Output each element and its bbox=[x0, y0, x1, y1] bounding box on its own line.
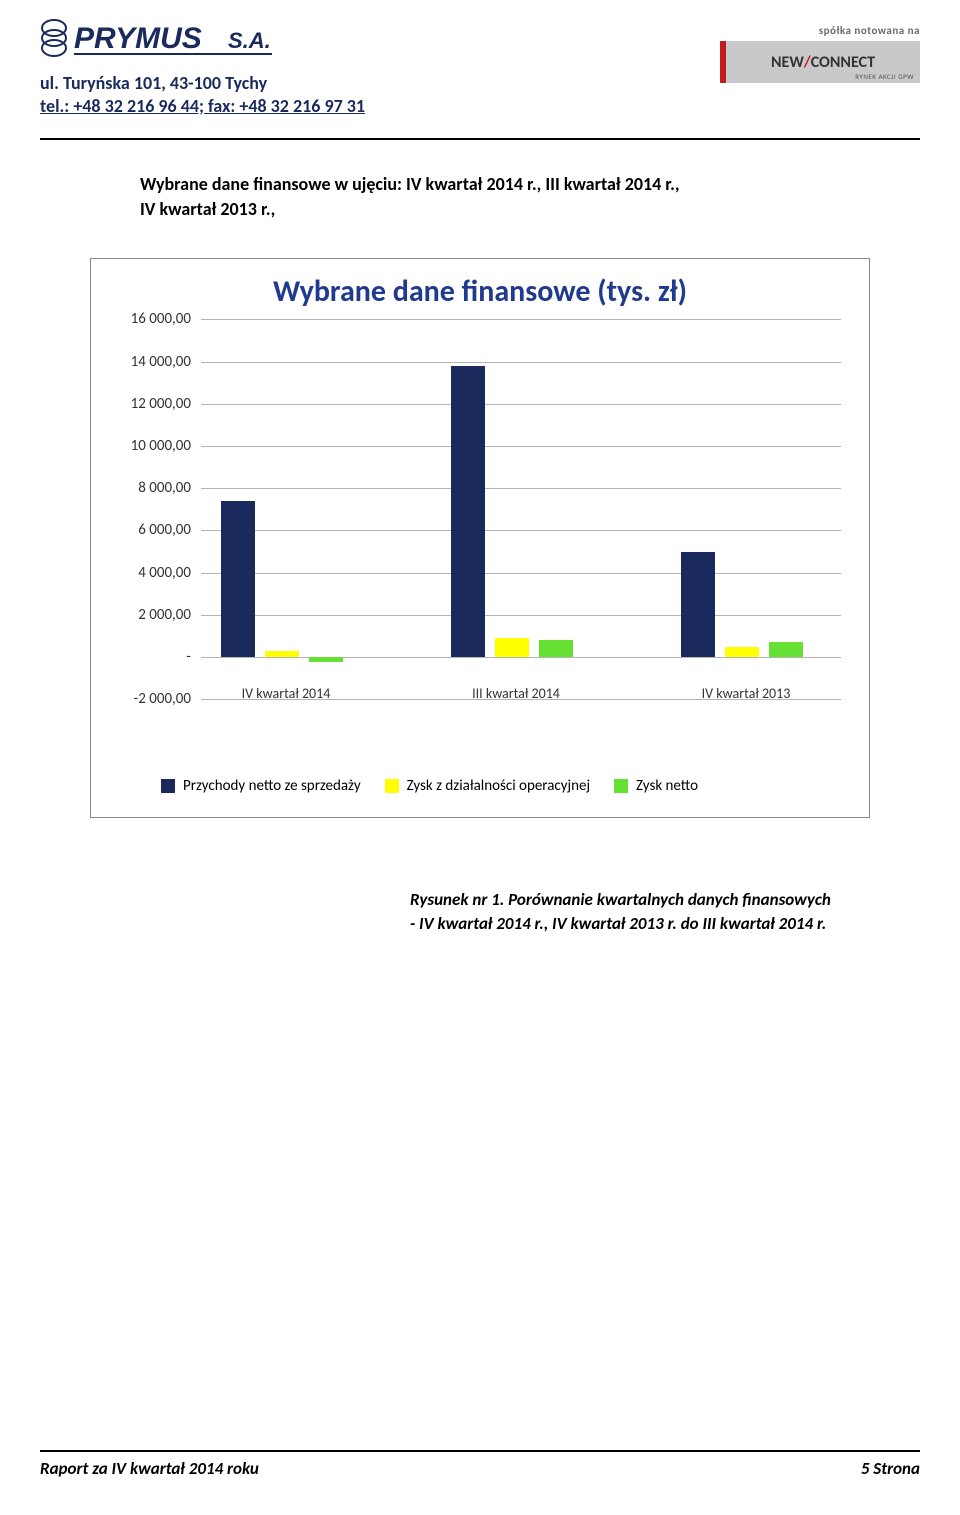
logo-company-name: PRYMUS bbox=[74, 22, 202, 55]
chart-bar bbox=[451, 366, 485, 657]
chart-legend: Przychody netto ze sprzedaży Zysk z dział… bbox=[161, 777, 839, 795]
footer-left: Raport za IV kwartał 2014 roku bbox=[40, 1458, 259, 1479]
header-rule bbox=[40, 138, 920, 140]
financial-chart: Wybrane dane finansowe (tys. zł) 16 000,… bbox=[90, 258, 870, 818]
listing-badge: spółka notowana na NEW/CONNECT RYNEK AKC… bbox=[720, 24, 920, 83]
chart-bar bbox=[495, 638, 529, 657]
chart-bar bbox=[221, 501, 255, 657]
caption-line-1: Rysunek nr 1. Porównanie kwartalnych dan… bbox=[410, 888, 870, 912]
page-footer: Raport za IV kwartał 2014 roku 5 Strona bbox=[40, 1450, 920, 1479]
chart-ytick-label: 16 000,00 bbox=[91, 310, 191, 328]
legend-swatch bbox=[385, 779, 399, 793]
intro-line-2: IV kwartał 2013 r., bbox=[140, 197, 870, 222]
badge-brand-right: CONNECT bbox=[811, 53, 875, 72]
legend-label: Przychody netto ze sprzedaży bbox=[183, 777, 361, 795]
caption-line-2: - IV kwartał 2014 r., IV kwartał 2013 r.… bbox=[410, 912, 870, 936]
footer-right: 5 Strona bbox=[861, 1458, 920, 1479]
chart-gridline bbox=[201, 362, 841, 363]
chart-plot-area: 16 000,0014 000,0012 000,0010 000,008 00… bbox=[201, 319, 841, 699]
legend-label: Zysk z działalności operacyjnej bbox=[407, 777, 590, 795]
chart-bar bbox=[769, 642, 803, 657]
badge-subtext: RYNEK AKCJI GPW bbox=[855, 72, 914, 81]
chart-title: Wybrane dane finansowe (tys. zł) bbox=[91, 273, 869, 310]
chart-bar bbox=[539, 640, 573, 657]
legend-item: Zysk z działalności operacyjnej bbox=[385, 777, 590, 795]
chart-ytick-label: 14 000,00 bbox=[91, 353, 191, 371]
chart-ytick-label: 10 000,00 bbox=[91, 437, 191, 455]
footer-rule bbox=[40, 1450, 920, 1452]
chart-ytick-label: 6 000,00 bbox=[91, 521, 191, 539]
chart-gridline bbox=[201, 446, 841, 447]
chart-gridline bbox=[201, 319, 841, 320]
legend-swatch bbox=[161, 779, 175, 793]
legend-item: Przychody netto ze sprzedaży bbox=[161, 777, 361, 795]
chart-ytick-label: - bbox=[91, 648, 191, 666]
chart-gridline bbox=[201, 657, 841, 658]
intro-line-1: Wybrane dane finansowe w ujęciu: IV kwar… bbox=[140, 172, 870, 197]
legend-item: Zysk netto bbox=[614, 777, 698, 795]
chart-gridline bbox=[201, 615, 841, 616]
chart-bar bbox=[265, 651, 299, 657]
figure-caption: Rysunek nr 1. Porównanie kwartalnych dan… bbox=[410, 888, 870, 936]
chart-ytick-label: 4 000,00 bbox=[91, 564, 191, 582]
chart-ytick-label: -2 000,00 bbox=[91, 690, 191, 708]
page-header: PRYMUS S.A. ul. Turyńska 101, 43-100 Tyc… bbox=[90, 24, 870, 144]
legend-label: Zysk netto bbox=[636, 777, 698, 795]
badge-box: NEW/CONNECT RYNEK AKCJI GPW bbox=[720, 41, 920, 83]
chart-xlabel: IV kwartał 2014 bbox=[206, 685, 366, 702]
chart-bar bbox=[725, 647, 759, 658]
chart-xlabel: IV kwartał 2013 bbox=[666, 685, 826, 702]
badge-top-text: spółka notowana na bbox=[720, 24, 920, 37]
logo-company-suffix: S.A. bbox=[228, 28, 271, 53]
chart-gridline bbox=[201, 573, 841, 574]
address-line-2: tel.: +48 32 216 96 44; fax: +48 32 216 … bbox=[40, 95, 365, 118]
chart-bar bbox=[309, 657, 343, 662]
chart-xlabel: III kwartał 2014 bbox=[436, 685, 596, 702]
chart-ytick-label: 8 000,00 bbox=[91, 479, 191, 497]
badge-brand-left: NEW bbox=[771, 53, 804, 72]
chart-gridline bbox=[201, 488, 841, 489]
chart-ytick-label: 2 000,00 bbox=[91, 606, 191, 624]
badge-brand: NEW/CONNECT bbox=[771, 53, 875, 72]
chart-ytick-label: 12 000,00 bbox=[91, 395, 191, 413]
chart-gridline bbox=[201, 404, 841, 405]
company-logo: PRYMUS S.A. bbox=[40, 18, 300, 75]
legend-swatch bbox=[614, 779, 628, 793]
chart-gridline bbox=[201, 530, 841, 531]
prymus-logo-icon: PRYMUS S.A. bbox=[40, 18, 300, 70]
company-address: ul. Turyńska 101, 43-100 Tychy tel.: +48… bbox=[40, 72, 365, 117]
address-line-1: ul. Turyńska 101, 43-100 Tychy bbox=[40, 72, 365, 95]
intro-text: Wybrane dane finansowe w ujęciu: IV kwar… bbox=[140, 172, 870, 222]
chart-bar bbox=[681, 552, 715, 658]
